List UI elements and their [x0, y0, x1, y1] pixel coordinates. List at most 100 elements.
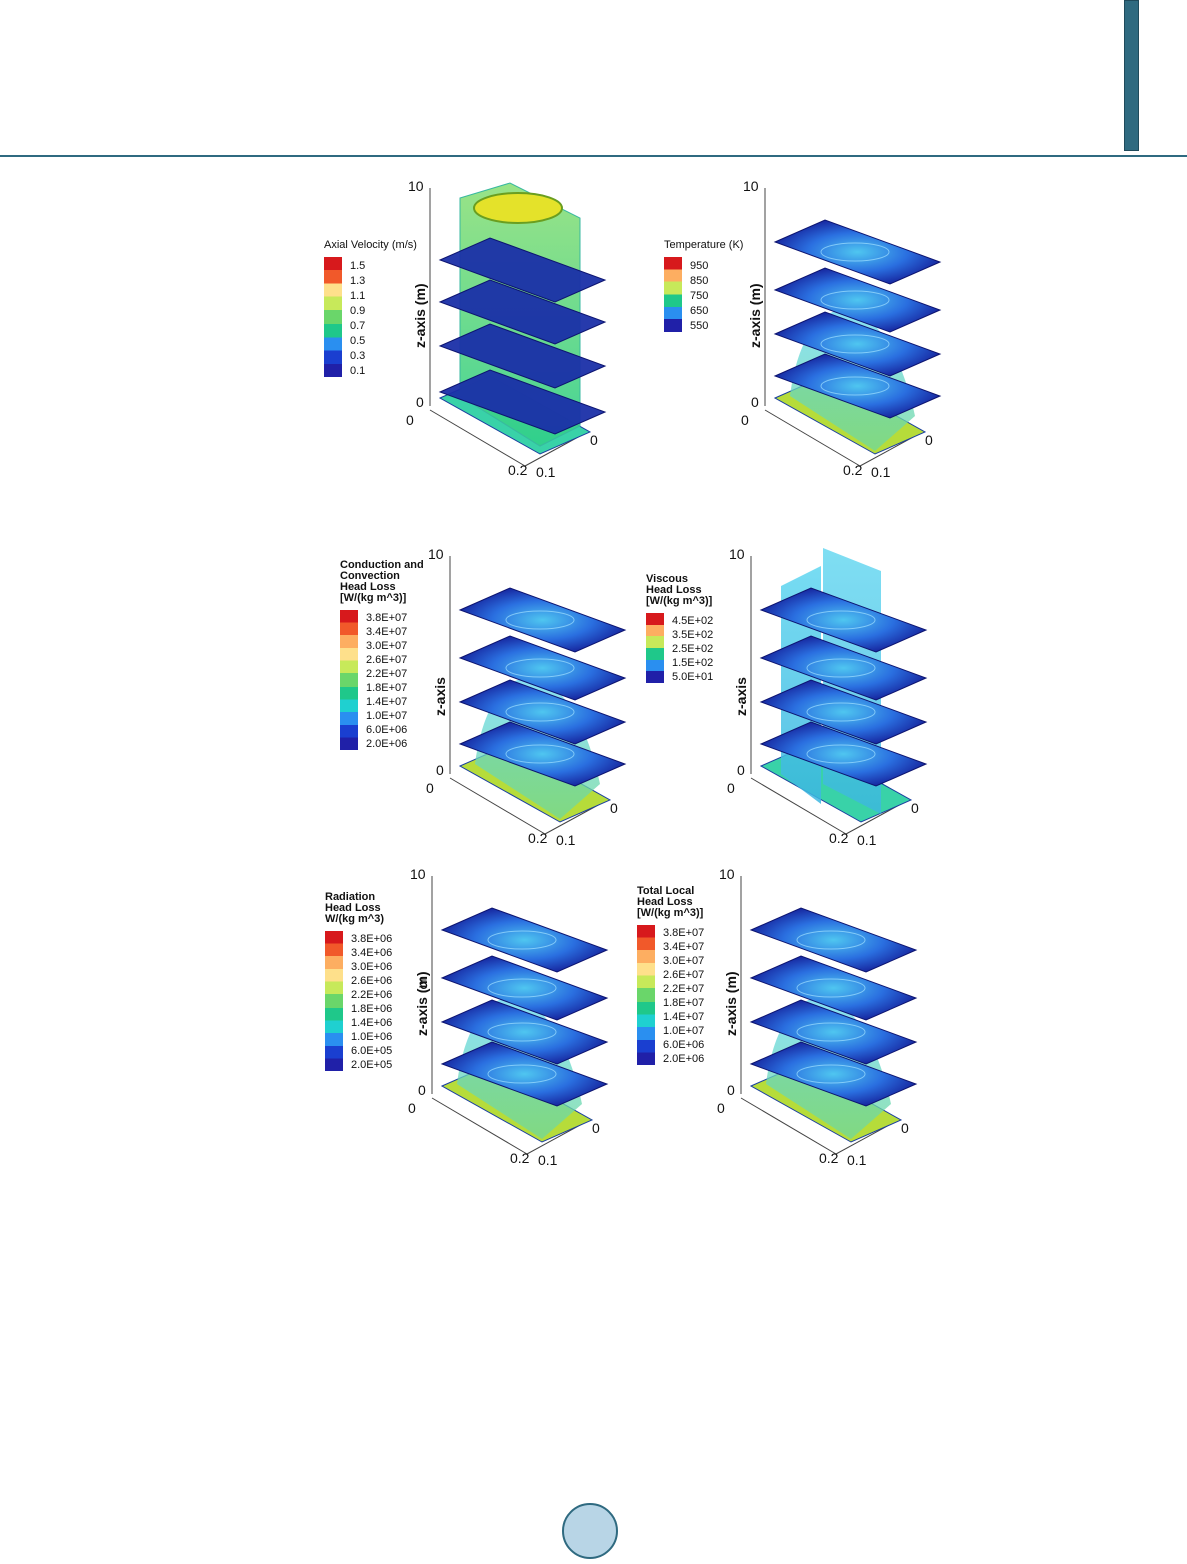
legend-label: 2.5E+02	[672, 643, 714, 656]
legend-title: Conduction and Convection Head Loss [W/(…	[340, 559, 424, 604]
header-rule	[0, 155, 1187, 157]
z-axis-label: z-axis (m)	[747, 283, 763, 348]
legend-label: 0.5	[350, 334, 366, 347]
legend-label: 1.8E+07	[366, 682, 408, 695]
legend-scale: 3.8E+07 3.4E+07 3.0E+07 2.6E+07 2.2E+07 1.8E+…	[340, 610, 424, 756]
colorbar	[637, 925, 655, 1065]
legend-label: 3.8E+06	[351, 933, 393, 946]
tick-x1: 0.2	[819, 1150, 839, 1166]
legend-title: Total Local Head Loss [W/(kg m^3)]	[637, 885, 704, 919]
legend-label: 2.2E+06	[351, 989, 393, 1002]
contour-line	[487, 1064, 557, 1084]
tick-y0: 0	[925, 432, 933, 448]
colorbar	[325, 931, 343, 1071]
plot-3d	[429, 182, 607, 467]
contour-line	[796, 1022, 866, 1042]
contour-line	[806, 610, 876, 630]
legend-label: 3.4E+07	[663, 941, 705, 954]
legend-label: 1.5	[350, 259, 366, 272]
tick-y1: 0.1	[538, 1152, 558, 1168]
x-axis-line	[449, 777, 546, 835]
legend-label: 3.0E+06	[351, 961, 393, 974]
contour-line	[820, 290, 890, 310]
tick-x1: 0.2	[528, 830, 548, 846]
legend-label: 2.2E+07	[663, 983, 705, 996]
legend-label: 1.0E+06	[351, 1031, 393, 1044]
x-axis-line	[764, 409, 861, 467]
legend-label: 650	[690, 304, 709, 317]
contour-line	[806, 702, 876, 722]
x-axis-line	[429, 409, 526, 467]
tick-y0: 0	[911, 800, 919, 816]
legend-title: Viscous Head Loss [W/(kg m^3)]	[646, 573, 713, 607]
contour-line	[487, 1022, 557, 1042]
slice-plane	[773, 219, 942, 285]
slice-plane	[438, 323, 607, 389]
slice-plane	[438, 369, 607, 435]
y-axis-line	[845, 803, 902, 835]
contour-line	[820, 376, 890, 396]
legend-label: 1.0E+07	[663, 1025, 705, 1038]
legend-label: 2.0E+06	[366, 738, 408, 751]
contour-line	[806, 744, 876, 764]
panel-conduction-convection: Conduction and Convection Head Loss [W/(…	[340, 538, 640, 868]
tick-y0: 0	[590, 432, 598, 448]
tick-z-top: 10	[408, 178, 424, 194]
tick-z-top: 10	[719, 866, 735, 882]
legend-scale: 3.8E+06 3.4E+06 3.0E+06 2.6E+06 2.2E+06 1.8E+…	[325, 931, 392, 1077]
tick-z-top: 10	[743, 178, 759, 194]
tick-y1: 0.1	[847, 1152, 867, 1168]
velocity-top-cap	[473, 192, 563, 224]
tick-x0: 0	[426, 780, 434, 796]
legend-label: 850	[690, 274, 709, 287]
y-axis-line	[524, 435, 581, 467]
plot-3d	[750, 548, 928, 835]
legend-label: 1.4E+07	[663, 1011, 705, 1024]
tick-z-bottom: 0	[727, 1082, 735, 1098]
plot-3d	[764, 188, 942, 467]
legend-label: 3.0E+07	[663, 955, 705, 968]
legend-scale: 950 850 750 650 550	[664, 257, 743, 338]
contour-line	[796, 978, 866, 998]
tick-y0: 0	[901, 1120, 909, 1136]
legend-label: 750	[690, 289, 709, 302]
slice-plane	[759, 721, 928, 787]
contour-line	[505, 744, 575, 764]
contour-line	[487, 930, 557, 950]
tick-x1: 0.2	[508, 462, 528, 478]
x-axis-line	[750, 777, 847, 835]
tick-z-bottom: 0	[418, 1082, 426, 1098]
tick-y0: 0	[592, 1120, 600, 1136]
tick-x0: 0	[717, 1100, 725, 1116]
legend-label: 5.0E+01	[672, 671, 714, 684]
contour-line	[820, 334, 890, 354]
slice-plane	[458, 635, 627, 701]
legend: Radiation Head Loss W/(kg m^3) 3.8E+06 3.4…	[325, 892, 392, 1077]
contour-line	[796, 930, 866, 950]
legend-label: 1.3	[350, 274, 366, 287]
slice-plane	[458, 721, 627, 787]
panel-axial-velocity: Axial Velocity (m/s) 1.5 1.3 1.1 0.9 0.7 0.5 0.…	[320, 170, 620, 500]
legend-label: 0.1	[350, 364, 366, 377]
legend: Viscous Head Loss [W/(kg m^3)] 4.5E+02 3.5…	[646, 573, 714, 689]
x-axis-line	[431, 1097, 528, 1155]
legend-title: Axial Velocity (m/s)	[324, 239, 417, 251]
slice-plane	[440, 955, 609, 1021]
slice-plane	[440, 999, 609, 1065]
plot-3d	[431, 876, 609, 1155]
legend: Total Local Head Loss [W/(kg m^3)] 3.8E+0…	[637, 885, 705, 1071]
slice-plane	[438, 279, 607, 345]
tick-x1: 0.2	[829, 830, 849, 846]
legend-label: 1.5E+02	[672, 657, 714, 670]
legend: Temperature (K) 950 850 750 650 550	[664, 240, 743, 338]
slice-plane	[749, 955, 918, 1021]
legend-label: 0.7	[350, 319, 366, 332]
legend-scale: 4.5E+02 3.5E+02 2.5E+02 1.5E+02 5.0E+01	[646, 613, 714, 689]
legend-label: 1.8E+06	[351, 1003, 393, 1016]
legend-scale: 3.8E+07 3.4E+07 3.0E+07 2.6E+07 2.2E+07 1.8E+…	[637, 925, 705, 1071]
colorbar	[646, 613, 664, 683]
journal-header-tab	[1124, 0, 1139, 151]
legend-label: 3.8E+07	[366, 612, 408, 625]
legend-label: 1.8E+07	[663, 997, 705, 1010]
tick-y0: 0	[610, 800, 618, 816]
